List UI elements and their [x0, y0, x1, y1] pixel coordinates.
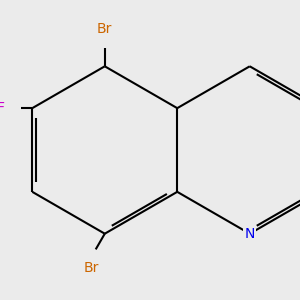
Text: Br: Br: [97, 22, 112, 36]
Text: F: F: [0, 101, 4, 115]
Text: Br: Br: [83, 261, 98, 274]
Text: N: N: [244, 227, 255, 241]
